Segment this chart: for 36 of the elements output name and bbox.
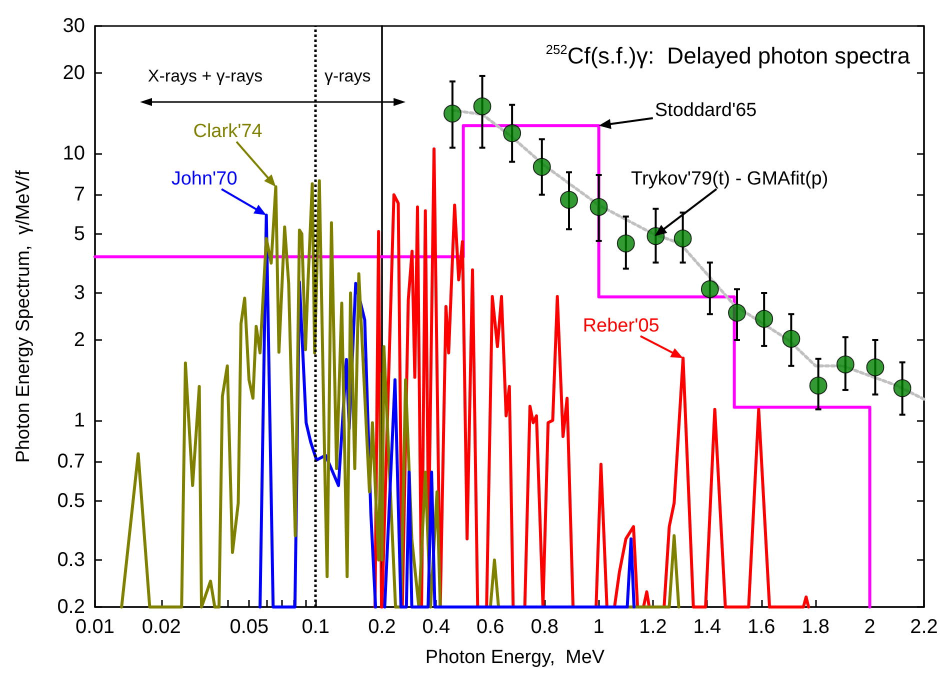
y-tick-label: 20 xyxy=(62,62,85,84)
annotation: X-rays + γ-rays xyxy=(148,66,263,86)
annotation: γ-rays xyxy=(324,66,371,86)
annotation: Trykov'79(t) - GMAfit(p) xyxy=(631,168,828,190)
x-tick-label: 1.4 xyxy=(693,616,722,638)
x-tick-label: 1.6 xyxy=(747,616,776,638)
x-axis-title: Photon Energy, MeV xyxy=(425,647,605,668)
annotation: Reber'05 xyxy=(582,316,660,337)
x-tick-label: 0.4 xyxy=(422,616,450,638)
x-tick-label: 1.2 xyxy=(639,616,667,638)
y-tick-label: 2 xyxy=(74,329,85,352)
x-tick-label: 0.01 xyxy=(76,616,114,638)
x-tick-label: 0.05 xyxy=(230,616,269,638)
x-tick-label: 0.02 xyxy=(142,616,181,638)
y-tick-label: 1 xyxy=(74,409,85,432)
x-tick-label: 0.1 xyxy=(302,616,330,638)
y-tick-label: 10 xyxy=(62,142,85,164)
x-tick-label: 1.8 xyxy=(802,616,830,638)
x-tick-label: 2.2 xyxy=(910,616,938,638)
y-tick-label: 30 xyxy=(62,15,85,37)
y-tick-label: 3 xyxy=(74,282,85,304)
annotation: John'70 xyxy=(171,168,238,190)
x-tick-label: 0.2 xyxy=(368,616,396,638)
y-tick-label: 0.3 xyxy=(57,548,85,571)
y-tick-label: 0.7 xyxy=(57,450,85,473)
annotation: Stoddard'65 xyxy=(654,100,757,122)
y-tick-label: 7 xyxy=(74,184,85,206)
annotation: Clark'74 xyxy=(193,121,263,142)
y-tick-label: 0.5 xyxy=(57,490,85,512)
x-tick-label: 0.8 xyxy=(530,616,559,638)
x-tick-label: 1 xyxy=(593,616,604,638)
x-tick-label: 2 xyxy=(864,616,876,638)
x-tick-label: 0.6 xyxy=(476,616,504,638)
y-axis-title: Photon Energy Spectrum, γ/MeV/f xyxy=(13,170,34,463)
y-tick-label: 5 xyxy=(74,222,85,245)
y-tick-label: 0.2 xyxy=(57,596,85,618)
